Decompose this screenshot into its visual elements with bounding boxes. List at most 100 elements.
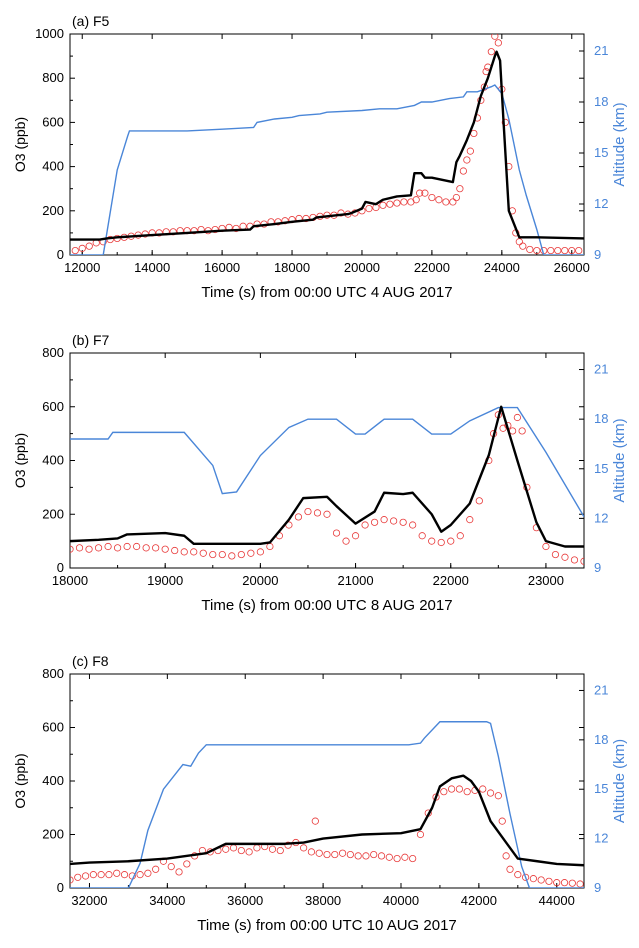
observed-o3-point: [199, 549, 207, 557]
y-tick-label: 400: [42, 159, 64, 174]
observed-o3-point: [222, 845, 230, 853]
observed-o3-point: [551, 550, 560, 559]
y-tick-label: 400: [42, 773, 64, 788]
observed-o3-point: [560, 879, 569, 887]
observed-o3-point: [307, 848, 316, 856]
observed-o3-point: [144, 869, 152, 877]
observed-o3-point: [365, 204, 373, 213]
observed-o3-point: [370, 518, 379, 526]
panel-title: (b) F7: [72, 332, 110, 348]
observed-o3-point: [547, 246, 555, 255]
observed-o3-point: [284, 841, 292, 849]
observed-o3-point: [183, 860, 191, 868]
observed-o3-point: [362, 852, 370, 860]
x-tick-label: 34000: [149, 893, 185, 908]
observed-o3-point: [377, 852, 386, 860]
observed-o3-point: [152, 865, 160, 873]
observed-o3-point: [120, 871, 129, 879]
observed-o3-point: [190, 548, 198, 556]
observed-o3-point: [479, 785, 487, 793]
observed-o3-point: [459, 167, 467, 175]
x-tick-label: 32000: [71, 893, 107, 908]
observed-o3-markers: [70, 785, 584, 888]
x-tick-label: 20000: [344, 260, 380, 275]
observed-o3-point: [518, 427, 526, 435]
observed-o3-point: [337, 209, 345, 217]
observed-o3-point: [409, 521, 417, 529]
observed-o3-point: [70, 545, 74, 553]
observed-o3-point: [390, 517, 398, 525]
observed-o3-point: [533, 246, 541, 255]
observed-o3-point: [161, 545, 169, 553]
observed-o3-point: [354, 852, 362, 860]
observed-o3-point: [180, 548, 188, 556]
observed-o3-point: [494, 792, 502, 800]
observed-o3-point: [304, 507, 312, 516]
observed-o3-point: [74, 873, 82, 881]
panel-c: 0 200 400 600 800 9 12 15 18 21 32000 34000 36000 380…: [12, 653, 628, 934]
observed-o3-point: [421, 189, 429, 197]
model-o3-line: [70, 774, 584, 867]
observed-o3-point: [169, 228, 177, 236]
observed-o3-point: [537, 876, 545, 884]
y-tick-label: 600: [42, 399, 64, 414]
y2-tick-label: 15: [594, 781, 608, 796]
x-tick-label: 38000: [305, 893, 341, 908]
observed-o3-point: [276, 846, 284, 855]
observed-o3-point: [455, 785, 463, 793]
y-tick-label: 0: [57, 247, 64, 262]
observed-o3-point: [113, 544, 122, 552]
x-tick-label: 18000: [274, 260, 310, 275]
observed-o3-point: [171, 546, 179, 555]
observed-o3-point: [435, 196, 443, 204]
observed-o3-point: [498, 817, 506, 825]
x-axis-title: Time (s) from 00:00 UTC 8 AUG 2017: [201, 597, 452, 614]
observed-o3-point: [315, 849, 323, 857]
observed-o3-point: [393, 854, 401, 863]
y-tick-label: 1000: [35, 26, 64, 41]
observed-o3-point: [440, 788, 448, 796]
y-tick-label: 0: [57, 880, 64, 895]
y2-tick-label: 15: [594, 461, 608, 476]
observed-o3-point: [133, 542, 141, 551]
observed-o3-point: [247, 549, 255, 557]
y-tick-label: 200: [42, 506, 64, 521]
observed-o3-point: [332, 529, 341, 537]
observed-o3-point: [253, 220, 261, 228]
y2-tick-label: 12: [594, 510, 608, 525]
observed-o3-point: [141, 230, 149, 238]
observed-o3-point: [466, 516, 474, 524]
x-tick-label: 16000: [204, 260, 240, 275]
observed-o3-point: [167, 862, 175, 871]
observed-o3-point: [75, 544, 84, 552]
observed-o3-point: [400, 198, 408, 206]
observed-o3-point: [211, 225, 219, 234]
x-tick-label: 14000: [134, 260, 170, 275]
y2-tick-label: 9: [594, 247, 601, 262]
x-tick-label: 18000: [52, 573, 88, 588]
observed-o3-point: [123, 542, 131, 551]
y2-tick-label: 18: [594, 732, 608, 747]
y-tick-label: 600: [42, 720, 64, 735]
plot-frame: [69, 673, 585, 889]
x-tick-label: 19000: [147, 573, 183, 588]
observed-o3-point: [338, 849, 347, 857]
observed-o3-point: [256, 548, 264, 556]
observed-o3-point: [266, 542, 274, 551]
observed-o3-point: [428, 193, 436, 202]
y2-axis-title: Altitude (km): [611, 739, 628, 823]
observed-o3-point: [294, 513, 303, 521]
observed-o3-point: [521, 873, 530, 881]
observed-o3-point: [449, 198, 457, 206]
observed-o3-markers: [70, 411, 584, 565]
observed-o3-point: [393, 199, 401, 207]
observed-o3-point: [155, 229, 163, 237]
observed-o3-point: [311, 817, 319, 825]
y2-axis-title: Altitude (km): [611, 102, 628, 186]
observed-o3-point: [229, 844, 238, 852]
observed-o3-point: [519, 242, 527, 250]
plot-frame: [69, 352, 585, 569]
x-tick-label: 42000: [461, 893, 497, 908]
observed-o3-point: [239, 222, 247, 230]
